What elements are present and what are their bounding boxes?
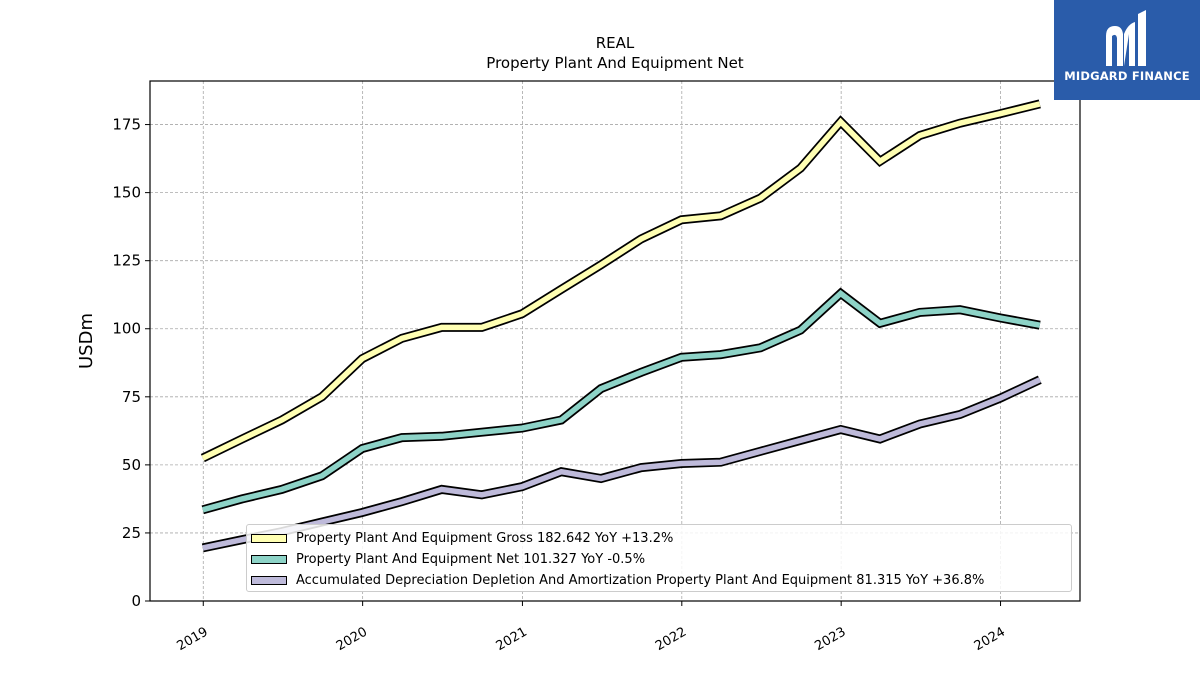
legend-swatch-depreciation [251, 575, 287, 585]
y-tick-label: 150 [112, 184, 141, 202]
grid [150, 81, 1080, 602]
x-tick-label: 2021 [494, 625, 530, 655]
y-tick-label: 0 [131, 592, 141, 610]
y-tick-label: 100 [112, 320, 141, 338]
series-line [202, 377, 1041, 551]
legend-item-gross: Property Plant And Equipment Gross 182.6… [247, 528, 673, 548]
x-tick-label: 2020 [334, 625, 370, 655]
x-tick-label: 2024 [972, 625, 1008, 655]
series-line [201, 101, 1041, 461]
series-lines [200, 99, 1042, 553]
y-axis-label: USDm [76, 313, 97, 369]
axis-ticks: 0 25 50 75 100 125 150 175 2019 2020 2021 2022 2023 2… [112, 116, 1008, 655]
chart-title: REAL [596, 34, 635, 52]
legend-swatch-gross [251, 533, 287, 543]
y-tick-label: 25 [122, 524, 141, 542]
plot-frame [149, 80, 1081, 602]
legend-swatch-net [251, 554, 287, 564]
y-tick-label: 50 [122, 456, 141, 474]
legend-label-net: Property Plant And Equipment Net 101.327… [296, 551, 646, 567]
legend-item-net: Property Plant And Equipment Net 101.327… [247, 549, 645, 569]
x-tick-label: 2019 [174, 625, 210, 655]
chart-legend: Property Plant And Equipment Gross 182.6… [246, 524, 1072, 592]
y-tick-label: 125 [112, 252, 141, 270]
legend-label-gross: Property Plant And Equipment Gross 182.6… [296, 530, 674, 546]
x-tick-label: 2022 [653, 625, 689, 655]
legend-label-depreciation: Accumulated Depreciation Depletion And A… [296, 572, 985, 588]
series-line [202, 289, 1041, 513]
brand-logo: MIDGARD FINANCE [1054, 0, 1200, 100]
series-line-outline [200, 99, 1041, 463]
y-tick-label: 175 [112, 116, 141, 134]
brand-name: MIDGARD FINANCE [1064, 69, 1190, 83]
midgard-logo-icon [1106, 10, 1146, 66]
y-tick-label: 75 [122, 388, 141, 406]
chart-subtitle: Property Plant And Equipment Net [486, 54, 743, 72]
legend-item-depreciation: Accumulated Depreciation Depletion And A… [247, 570, 984, 590]
x-tick-label: 2023 [812, 625, 848, 655]
